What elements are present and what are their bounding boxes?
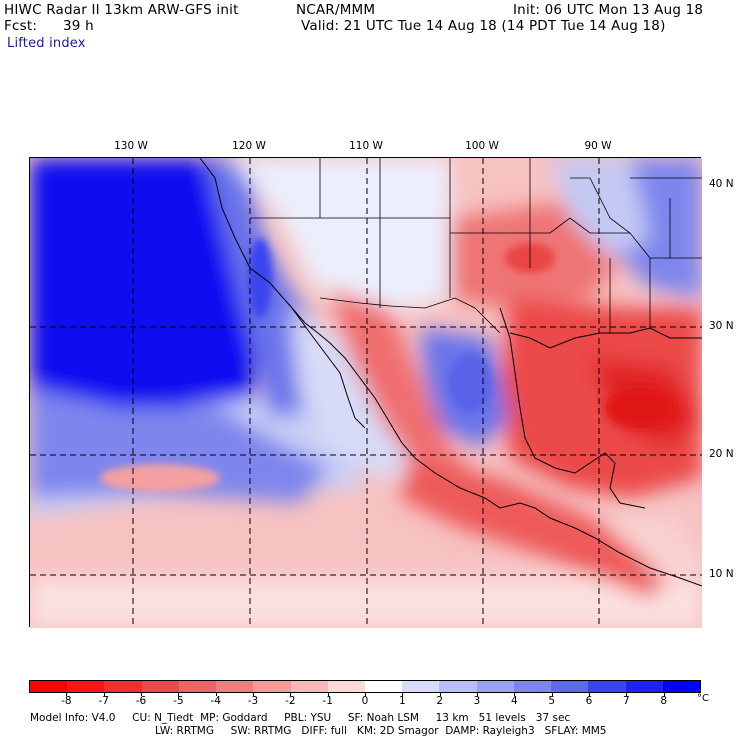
colorbar-tick — [551, 693, 553, 696]
lat-label-40n: 40 N — [709, 178, 734, 190]
colorbar-tick — [178, 693, 180, 696]
colorbar-label: 8 — [660, 695, 667, 707]
colorbar-swatch — [625, 681, 663, 692]
colorbar-swatch — [364, 681, 403, 692]
coastlines — [199, 158, 702, 587]
colorbar-swatch — [513, 681, 552, 692]
colorbar-label: -5 — [173, 695, 184, 707]
colorbar-swatch — [253, 681, 291, 692]
colorbar-swatch — [178, 681, 217, 692]
lat-lon-grid — [30, 158, 702, 628]
model-info-line-1: Model Info: V4.0 CU: N_Tiedt MP: Goddard… — [30, 712, 571, 724]
colorbar-label: 1 — [398, 695, 406, 707]
lat-label-20n: 20 N — [709, 448, 734, 460]
lon-label-130w: 130 W — [114, 140, 148, 152]
colorbar-label: 5 — [548, 695, 555, 707]
institution: NCAR/MMM — [296, 2, 376, 18]
forecast-hour: 39 h — [63, 18, 94, 34]
colorbar-label: -6 — [135, 695, 147, 707]
colorbar-tick — [215, 693, 217, 696]
colorbar-tick — [327, 693, 329, 696]
model-title: HIWC Radar II 13km ARW-GFS init — [4, 2, 239, 18]
colorbar-label: 2 — [436, 695, 443, 707]
colorbar-tick — [477, 693, 478, 696]
lifted-index-map — [29, 157, 702, 628]
colorbar-label: -4 — [210, 695, 221, 707]
field-name: Lifted index — [7, 36, 86, 51]
colorbar-tick — [253, 693, 254, 696]
lon-label-110w: 110 W — [349, 140, 383, 152]
colorbar-label: 7 — [622, 695, 630, 707]
colorbar-label: -8 — [61, 695, 72, 707]
colorbar-swatch — [327, 681, 365, 692]
colorbar-swatch — [67, 681, 105, 692]
colorbar-label: 3 — [473, 695, 481, 707]
colorbar — [29, 680, 701, 693]
init-time: Init: 06 UTC Mon 13 Aug 18 — [513, 2, 704, 18]
colorbar-swatch — [439, 681, 477, 692]
colorbar-tick — [365, 693, 366, 696]
lon-label-100w: 100 W — [465, 140, 499, 152]
forecast-label: Fcst: — [4, 18, 38, 34]
colorbar-label: 6 — [585, 695, 593, 707]
borders — [250, 158, 702, 334]
lat-label-10n: 10 N — [709, 568, 734, 580]
colorbar-label: -3 — [247, 695, 259, 707]
colorbar-tick — [402, 693, 404, 696]
colorbar-swatch — [402, 681, 440, 692]
colorbar-tick — [141, 693, 142, 696]
lat-label-30n: 30 N — [709, 320, 734, 332]
colorbar-label: 4 — [510, 695, 518, 707]
model-info-line-2: LW: RRTMG SW: RRTMG DIFF: full KM: 2D Sm… — [155, 725, 607, 737]
colorbar-tick — [66, 693, 68, 696]
colorbar-swatch — [290, 681, 328, 692]
colorbar-tick — [103, 693, 105, 696]
colorbar-label: -7 — [98, 695, 109, 707]
colorbar-label: -2 — [285, 695, 296, 707]
colorbar-tick — [290, 693, 292, 696]
colorbar-unit: °C — [697, 693, 709, 704]
colorbar-swatch — [104, 681, 142, 692]
colorbar-swatch — [216, 681, 254, 692]
convective-patches — [100, 238, 675, 492]
lon-label-120w: 120 W — [232, 140, 266, 152]
colorbar-swatch — [141, 681, 179, 692]
colorbar-tick — [514, 693, 516, 696]
colorbar-swatch — [551, 681, 589, 692]
lifted-index-field — [30, 158, 702, 628]
colorbar-swatch — [588, 681, 626, 692]
valid-time: Valid: 21 UTC Tue 14 Aug 18 (14 PDT Tue … — [301, 18, 666, 34]
colorbar-swatch — [476, 681, 514, 692]
colorbar-tick — [589, 693, 590, 696]
colorbar-label: 0 — [361, 695, 369, 707]
colorbar-label: -1 — [322, 695, 333, 707]
colorbar-tick — [439, 693, 441, 696]
colorbar-swatch — [30, 681, 68, 692]
colorbar-tick — [626, 693, 628, 696]
colorbar-tick — [663, 693, 665, 696]
colorbar-swatch — [662, 681, 700, 692]
lon-label-90w: 90 W — [584, 140, 612, 152]
